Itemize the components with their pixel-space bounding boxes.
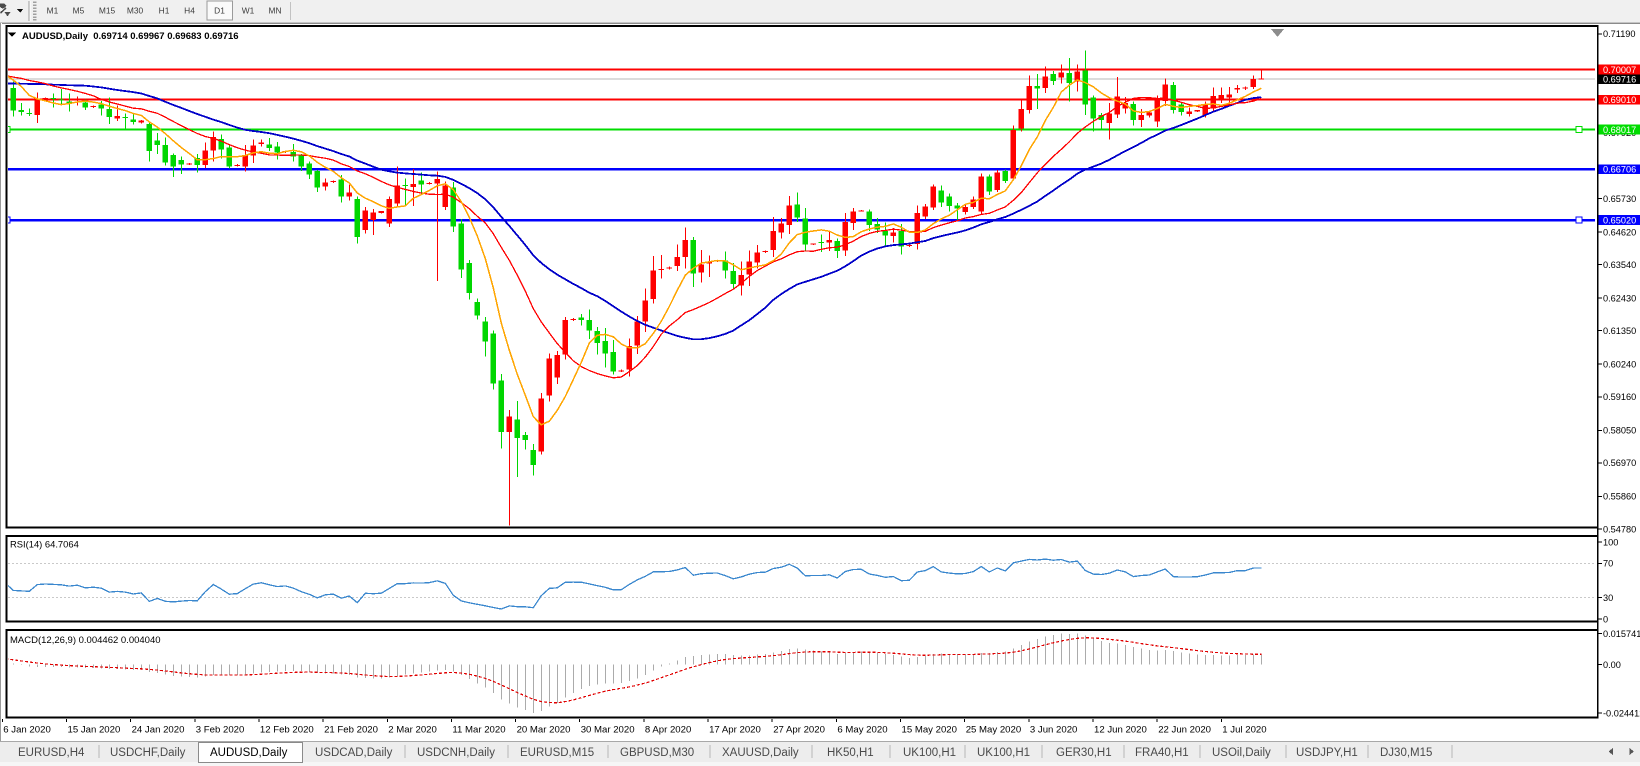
svg-text:15 Jan 2020: 15 Jan 2020 (68, 725, 121, 736)
svg-text:3 Feb 2020: 3 Feb 2020 (196, 725, 245, 736)
svg-text:EURUSD,H4: EURUSD,H4 (18, 747, 85, 759)
svg-text:1 Jul 2020: 1 Jul 2020 (1222, 725, 1266, 736)
svg-text:100: 100 (1603, 537, 1618, 547)
svg-text:21 Feb 2020: 21 Feb 2020 (324, 725, 378, 736)
svg-text:USDCHF,Daily: USDCHF,Daily (110, 747, 186, 759)
svg-text:30: 30 (1603, 593, 1613, 603)
svg-text:EURUSD,M15: EURUSD,M15 (520, 747, 594, 759)
svg-text:30 Mar 2020: 30 Mar 2020 (581, 725, 635, 736)
svg-text:H4: H4 (184, 6, 195, 16)
svg-text:UK100,H1: UK100,H1 (977, 747, 1030, 759)
svg-text:M30: M30 (127, 6, 144, 16)
svg-text:0.63540: 0.63540 (1603, 260, 1636, 270)
svg-text:11 Mar 2020: 11 Mar 2020 (452, 725, 505, 736)
svg-text:0.69716: 0.69716 (1603, 75, 1636, 85)
svg-text:70: 70 (1603, 559, 1613, 569)
svg-text:D1: D1 (214, 6, 225, 16)
svg-text:0.61350: 0.61350 (1603, 326, 1636, 336)
svg-text:0.54780: 0.54780 (1603, 524, 1636, 534)
svg-text:GBPUSD,M30: GBPUSD,M30 (620, 747, 694, 759)
svg-text:8 Apr 2020: 8 Apr 2020 (645, 725, 691, 736)
svg-text:2 Mar 2020: 2 Mar 2020 (388, 725, 437, 736)
svg-text:6 Jan 2020: 6 Jan 2020 (3, 725, 50, 736)
svg-text:0.58050: 0.58050 (1603, 426, 1636, 436)
svg-text:H1: H1 (159, 6, 170, 16)
svg-text:0: 0 (1603, 614, 1608, 624)
svg-text:USDCAD,Daily: USDCAD,Daily (315, 747, 393, 759)
svg-text:AUDUSD,Daily 0.69714 0.69967: AUDUSD,Daily 0.69714 0.69967 0.69683 0.6… (22, 31, 239, 42)
svg-text:MACD(12,26,9) 0.004462 0.00404: MACD(12,26,9) 0.004462 0.004040 (10, 635, 161, 646)
svg-text:0.65020: 0.65020 (1603, 215, 1636, 225)
svg-text:0.64620: 0.64620 (1603, 227, 1636, 237)
svg-text:0.00: 0.00 (1603, 660, 1621, 670)
svg-text:27 Apr 2020: 27 Apr 2020 (773, 725, 825, 736)
svg-text:3 Jun 2020: 3 Jun 2020 (1030, 725, 1077, 736)
svg-text:M1: M1 (47, 6, 59, 16)
svg-text:MN: MN (268, 6, 281, 16)
svg-text:12 Feb 2020: 12 Feb 2020 (260, 725, 314, 736)
svg-text:M5: M5 (73, 6, 85, 16)
svg-text:USDJPY,H1: USDJPY,H1 (1296, 747, 1358, 759)
svg-text:XAUUSD,Daily: XAUUSD,Daily (722, 747, 799, 759)
svg-text:0.56970: 0.56970 (1603, 458, 1636, 468)
svg-text:25 May 2020: 25 May 2020 (966, 725, 1021, 736)
svg-text:HK50,H1: HK50,H1 (827, 747, 874, 759)
svg-text:22 Jun 2020: 22 Jun 2020 (1158, 725, 1211, 736)
svg-text:15 May 2020: 15 May 2020 (902, 725, 957, 736)
svg-text:W1: W1 (242, 6, 255, 16)
svg-text:GER30,H1: GER30,H1 (1056, 747, 1112, 759)
svg-text:USOil,Daily: USOil,Daily (1212, 747, 1271, 759)
svg-text:RSI(14) 64.7064: RSI(14) 64.7064 (10, 539, 79, 550)
svg-text:0.68017: 0.68017 (1603, 125, 1636, 135)
svg-text:0.71190: 0.71190 (1603, 29, 1636, 39)
svg-text:0.66706: 0.66706 (1603, 164, 1636, 174)
svg-text:UK100,H1: UK100,H1 (903, 747, 956, 759)
svg-text:24 Jan 2020: 24 Jan 2020 (132, 725, 185, 736)
svg-text:0.70007: 0.70007 (1603, 65, 1636, 75)
svg-text:0.015741: 0.015741 (1603, 629, 1640, 639)
svg-text:12 Jun 2020: 12 Jun 2020 (1094, 725, 1147, 736)
svg-text:0.69010: 0.69010 (1603, 95, 1636, 105)
svg-text:0.59160: 0.59160 (1603, 392, 1636, 402)
svg-text:M15: M15 (99, 6, 116, 16)
svg-text:0.55860: 0.55860 (1603, 492, 1636, 502)
svg-text:17 Apr 2020: 17 Apr 2020 (709, 725, 761, 736)
svg-text:0.62430: 0.62430 (1603, 293, 1636, 303)
svg-text:-0.024412: -0.024412 (1603, 708, 1640, 718)
svg-text:USDCNH,Daily: USDCNH,Daily (417, 747, 495, 759)
svg-text:0.65730: 0.65730 (1603, 194, 1636, 204)
svg-text:20 Mar 2020: 20 Mar 2020 (517, 725, 571, 736)
svg-text:6 May 2020: 6 May 2020 (837, 725, 887, 736)
svg-text:AUDUSD,Daily: AUDUSD,Daily (210, 747, 288, 759)
svg-text:0.60240: 0.60240 (1603, 360, 1636, 370)
svg-text:FRA40,H1: FRA40,H1 (1135, 747, 1189, 759)
svg-text:DJ30,M15: DJ30,M15 (1380, 747, 1432, 759)
